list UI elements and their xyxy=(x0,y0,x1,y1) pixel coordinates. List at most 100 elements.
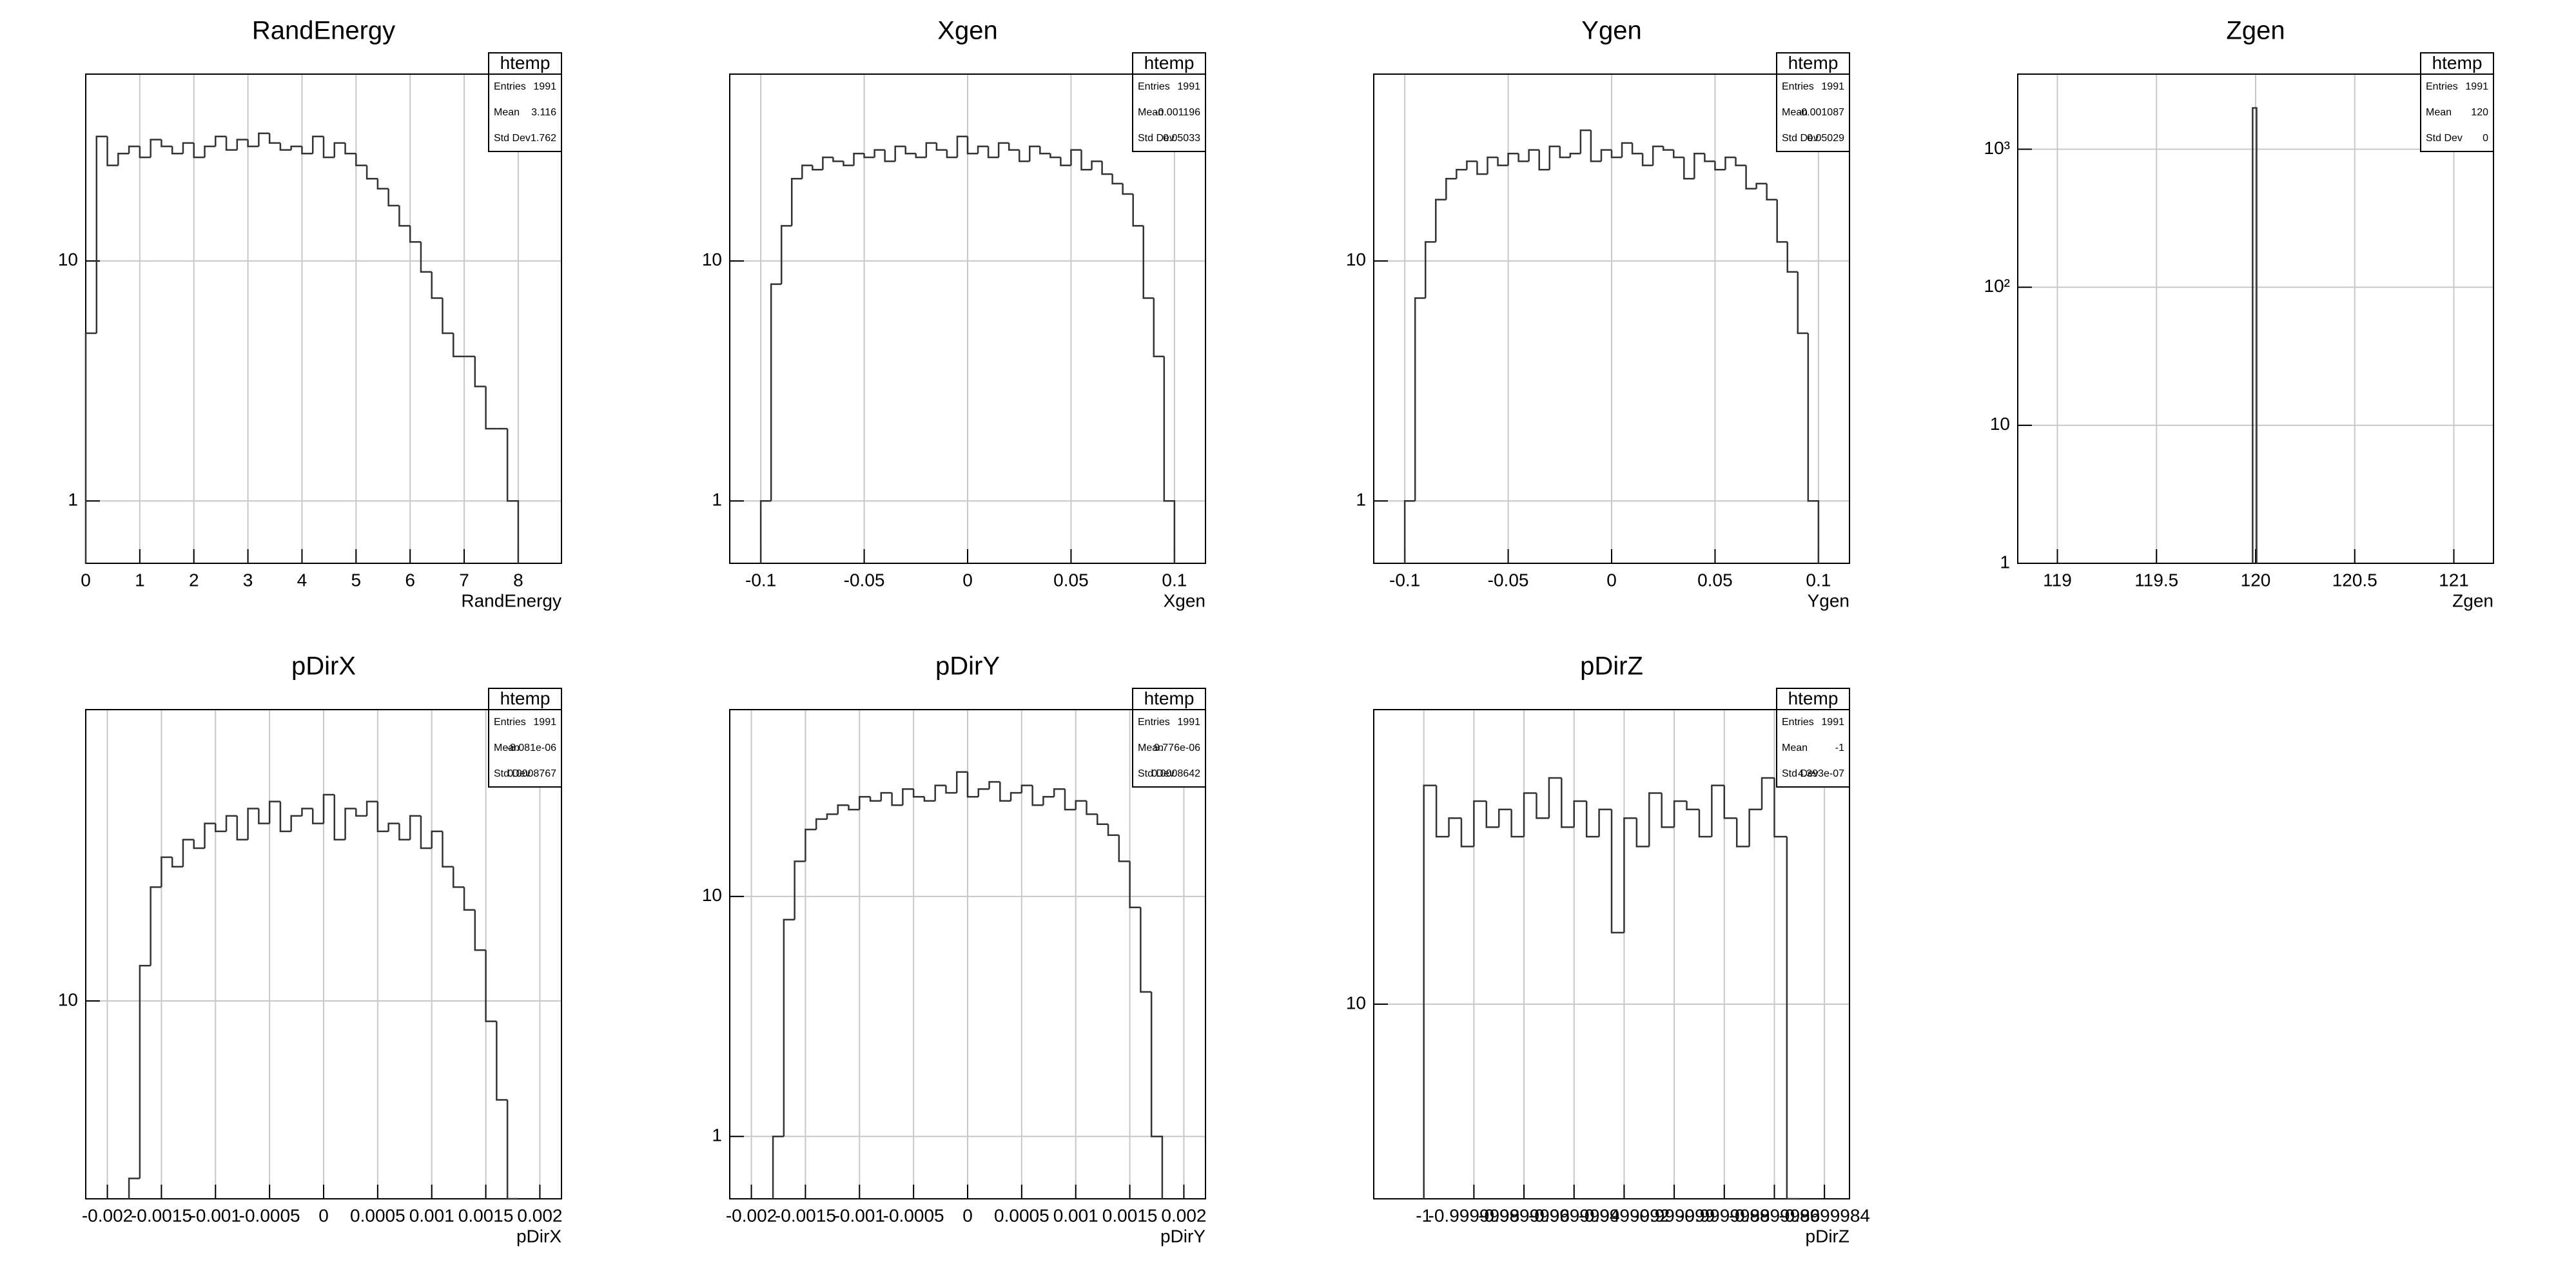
histogram-bin xyxy=(902,788,914,806)
x-tick-label: -0.1 xyxy=(1389,570,1420,590)
stats-label: Entries xyxy=(2426,81,2458,92)
histogram-bin xyxy=(474,356,486,387)
x-tick-label: -0.05 xyxy=(844,570,885,590)
histogram-bin xyxy=(431,271,443,299)
histogram-bin xyxy=(95,135,108,333)
histogram-bin xyxy=(1142,226,1154,299)
histogram-bin xyxy=(794,860,806,920)
histogram-bin xyxy=(1548,777,1562,819)
histogram-bin xyxy=(1661,793,1675,828)
histogram-bin xyxy=(355,808,367,817)
y-tick-label: 1 xyxy=(712,490,722,510)
histogram-bin xyxy=(1010,791,1022,801)
histogram-bin xyxy=(1424,241,1436,298)
histogram-bin xyxy=(1755,182,1767,189)
histogram-bin xyxy=(1724,156,1736,170)
y-tick-label: 10 xyxy=(702,885,722,905)
histogram-bin xyxy=(1748,808,1762,847)
histogram-bin xyxy=(128,1178,140,1199)
histogram-bin xyxy=(1548,145,1560,170)
x-tick-label: 121 xyxy=(2439,570,2469,590)
stats-value: 9.776e-06 xyxy=(1154,742,1200,753)
y-tick-label: 10 xyxy=(58,249,78,269)
histogram-bin xyxy=(884,150,895,162)
histogram-bin xyxy=(966,771,979,798)
histogram-bin xyxy=(946,150,957,159)
histogram-bin xyxy=(1598,808,1612,837)
histogram-bin xyxy=(128,145,140,154)
stats-title: htemp xyxy=(1144,688,1195,708)
histogram-bin xyxy=(1008,142,1020,151)
histogram-bin xyxy=(474,909,486,951)
histogram-bin xyxy=(1623,817,1637,933)
histogram-bin xyxy=(988,781,1000,790)
histogram-bin xyxy=(1766,183,1777,201)
stats-value: 0.05029 xyxy=(1807,133,1844,144)
x-tick-label: 119 xyxy=(2043,570,2072,590)
histogram-bin xyxy=(268,800,280,824)
stats-label: Std Dev xyxy=(1138,768,1175,779)
histogram-bin xyxy=(506,429,520,563)
stats-value: 1991 xyxy=(1177,81,1200,92)
stats-value: 1991 xyxy=(533,717,556,728)
histogram-bin xyxy=(848,805,860,811)
histogram-bin xyxy=(236,139,248,150)
stats-title: htemp xyxy=(1144,53,1195,73)
stats-value: 0 xyxy=(2483,133,2488,144)
histogram-bin xyxy=(1498,808,1512,828)
x-axis-label: Zgen xyxy=(2452,590,2493,610)
histogram-bin xyxy=(1101,161,1113,175)
x-tick-label: -0.999999 xyxy=(1634,1205,1715,1225)
y-tick-label: 10² xyxy=(1984,276,2010,296)
histogram-bin xyxy=(997,142,1010,158)
histogram-bin xyxy=(1445,178,1457,200)
histogram-bin xyxy=(1600,149,1612,162)
x-tick-label: 7 xyxy=(459,570,469,590)
stats-label: Entries xyxy=(494,81,526,92)
histogram-bin xyxy=(236,815,248,840)
histogram-bin xyxy=(894,145,906,162)
histogram-bin xyxy=(225,815,237,831)
stats-label: Mean xyxy=(1138,107,1164,118)
chart-title: RandEnergy xyxy=(252,17,395,45)
histogram-bin xyxy=(956,135,968,158)
stats-label: Std Dev xyxy=(2426,133,2463,144)
histogram-bin xyxy=(925,142,937,158)
histogram-bin xyxy=(1561,778,1574,828)
histogram-bin xyxy=(258,132,270,147)
histogram-bin xyxy=(258,808,270,824)
histogram-bin xyxy=(301,146,313,155)
y-tick-label: 10 xyxy=(1346,249,1366,269)
stats-value: -0.001196 xyxy=(1155,107,1200,118)
x-tick-label: 0 xyxy=(81,570,91,590)
histogram-bin xyxy=(843,161,854,166)
histogram-bin xyxy=(812,165,823,171)
histogram-bin xyxy=(139,964,151,1179)
stats-value: 0.0008642 xyxy=(1151,768,1200,779)
histogram-bin xyxy=(247,139,259,148)
histogram-bin xyxy=(182,142,194,154)
x-tick-label: -0.9999994 xyxy=(1528,1205,1620,1225)
histogram-bin xyxy=(1403,500,1416,563)
x-tick-label: 0.002 xyxy=(517,1205,562,1225)
histogram-bin xyxy=(1538,150,1550,171)
histogram-bin xyxy=(431,830,443,849)
stats-label: Entries xyxy=(1782,81,1814,92)
histogram-bin xyxy=(366,800,378,816)
stats-title: htemp xyxy=(500,688,551,708)
x-tick-label: -0.0015 xyxy=(775,1205,836,1225)
x-tick-label: 0 xyxy=(1606,570,1617,590)
y-tick-label: 1 xyxy=(68,490,78,510)
histogram-bin xyxy=(376,801,389,833)
histogram-bin xyxy=(915,153,926,159)
histogram-bin xyxy=(355,153,367,166)
histogram-bin xyxy=(1528,149,1539,162)
x-axis-label: RandEnergy xyxy=(461,590,561,610)
histogram-bin xyxy=(1029,145,1040,162)
histogram-bin xyxy=(1039,146,1051,155)
histogram-bin xyxy=(1107,824,1119,836)
stats-value: 0.05033 xyxy=(1163,133,1200,144)
histogram-bin xyxy=(780,225,792,284)
histogram-bin xyxy=(193,839,205,849)
histogram-bin xyxy=(409,226,421,243)
